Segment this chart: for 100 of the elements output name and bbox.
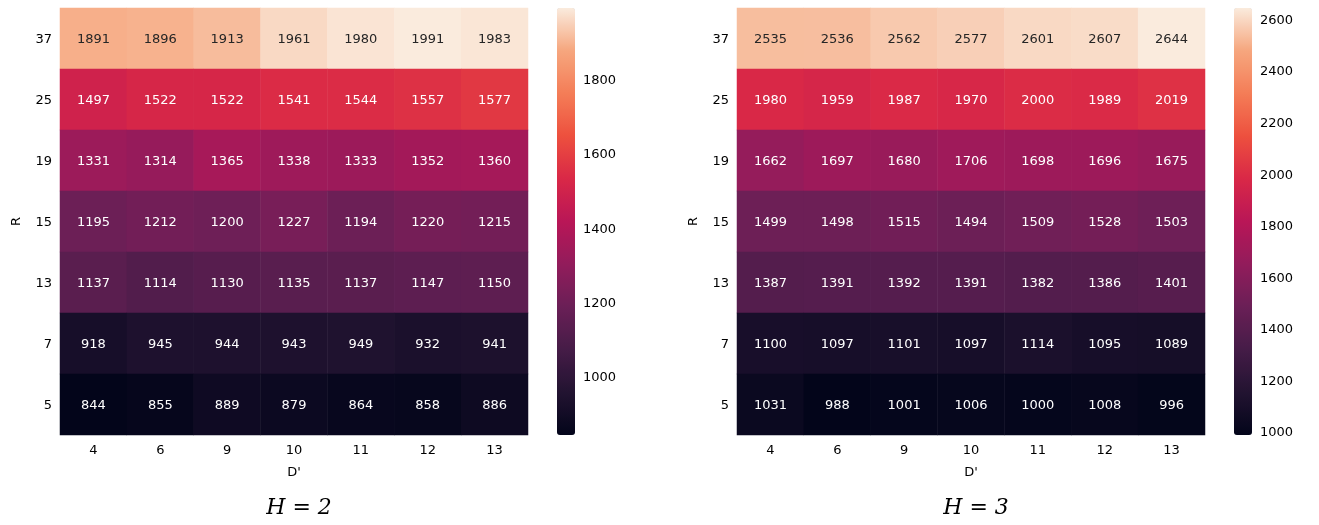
x-tick-label: 11 xyxy=(352,442,370,457)
data-label: 1147 xyxy=(411,275,445,290)
data-label: 1494 xyxy=(954,214,988,229)
data-label: 1557 xyxy=(411,92,445,107)
data-label: 886 xyxy=(482,397,507,412)
data-label: 1541 xyxy=(277,92,311,107)
y-tick-label: 37 xyxy=(712,31,729,46)
data-label: 1200 xyxy=(210,214,244,229)
color-bar-label: 1800 xyxy=(1260,218,1294,234)
data-label: 1391 xyxy=(954,275,988,290)
text: H = 2 xyxy=(265,493,332,519)
color-bar-label: 1400 xyxy=(1260,321,1294,337)
data-label: 1522 xyxy=(143,92,177,107)
color-bar-label: 1600 xyxy=(1260,269,1294,285)
data-label: 1544 xyxy=(344,92,378,107)
data-label: 1970 xyxy=(954,92,988,107)
data-label: 1097 xyxy=(820,336,854,351)
data-label: 1001 xyxy=(887,397,921,412)
y-tick-label: 15 xyxy=(712,214,729,229)
data-label: 988 xyxy=(824,397,850,412)
y-axis-title: R xyxy=(685,216,700,227)
data-label: 1706 xyxy=(954,153,988,168)
data-label: 1097 xyxy=(954,336,988,351)
data-label: 2019 xyxy=(1155,92,1189,107)
y-tick-label: 15 xyxy=(35,214,52,229)
y-tick-label: 37 xyxy=(35,31,52,46)
data-label: 1509 xyxy=(1021,214,1055,229)
text: H = 3 xyxy=(942,493,1009,519)
x-tick-label: 4 xyxy=(89,442,98,457)
data-label: 1114 xyxy=(143,275,177,290)
data-label: 1499 xyxy=(753,214,787,229)
color-bar-label: 1600 xyxy=(583,146,617,162)
data-label: 2607 xyxy=(1088,31,1122,46)
data-label: 2562 xyxy=(887,31,921,46)
data-label: 1528 xyxy=(1088,214,1122,229)
color-bar-label: 1800 xyxy=(583,71,617,87)
data-label: 1680 xyxy=(887,153,921,168)
data-label: 1987 xyxy=(887,92,921,107)
data-label: 1227 xyxy=(277,214,311,229)
x-tick-label: 4 xyxy=(766,442,775,457)
data-label: 1991 xyxy=(411,31,445,46)
data-label: 1333 xyxy=(344,153,378,168)
data-label: 1522 xyxy=(210,92,244,107)
data-label: 1392 xyxy=(887,275,921,290)
data-label: 1959 xyxy=(820,92,854,107)
data-label: 1137 xyxy=(344,275,378,290)
x-tick-label: 10 xyxy=(962,442,980,457)
data-label: 1100 xyxy=(753,336,787,351)
data-label: 1662 xyxy=(753,153,787,168)
data-label: 858 xyxy=(415,397,441,412)
data-label: 1331 xyxy=(76,153,110,168)
color-bar-label: 2000 xyxy=(1260,166,1294,182)
data-label: 1961 xyxy=(277,31,311,46)
data-label: 1130 xyxy=(210,275,244,290)
data-label: 1095 xyxy=(1088,336,1122,351)
data-label: 1006 xyxy=(954,397,988,412)
data-label: 1698 xyxy=(1021,153,1055,168)
data-label: 1382 xyxy=(1021,275,1055,290)
data-label: 1314 xyxy=(143,153,177,168)
color-bar-label: 2200 xyxy=(1260,114,1294,130)
data-label: 1891 xyxy=(76,31,110,46)
data-label: 1150 xyxy=(478,275,512,290)
x-axis-title: D' xyxy=(964,464,978,479)
data-label: 1401 xyxy=(1155,275,1189,290)
data-label: 1365 xyxy=(210,153,244,168)
data-label: 1195 xyxy=(76,214,110,229)
x-tick-label: 13 xyxy=(486,442,503,457)
y-tick-label: 25 xyxy=(35,92,52,107)
data-label: 1675 xyxy=(1155,153,1189,168)
x-tick-label: 6 xyxy=(156,442,165,457)
data-label: 918 xyxy=(81,336,106,351)
data-label: 1697 xyxy=(820,153,854,168)
y-tick-label: 13 xyxy=(35,275,52,290)
data-label: 1577 xyxy=(478,92,512,107)
x-tick-label: 9 xyxy=(223,442,232,457)
x-tick-label: 10 xyxy=(285,442,303,457)
data-label: 1338 xyxy=(277,153,311,168)
x-tick-label: 13 xyxy=(1163,442,1180,457)
data-label: 932 xyxy=(415,336,441,351)
data-label: 944 xyxy=(214,336,240,351)
y-tick-label: 5 xyxy=(720,397,729,412)
data-label: 949 xyxy=(348,336,374,351)
x-axis-title: D' xyxy=(287,464,301,479)
color-bar-label: 2600 xyxy=(1260,11,1294,27)
y-tick-label: 19 xyxy=(712,153,729,168)
data-label: 1387 xyxy=(753,275,787,290)
data-label: 1983 xyxy=(478,31,512,46)
y-tick-label: 7 xyxy=(43,336,52,351)
x-tick-label: 11 xyxy=(1029,442,1047,457)
data-label: 2000 xyxy=(1021,92,1055,107)
y-tick-label: 25 xyxy=(712,92,729,107)
data-label: 1212 xyxy=(143,214,177,229)
data-label: 2577 xyxy=(954,31,988,46)
color-bar-label: 1200 xyxy=(583,294,617,310)
data-label: 1980 xyxy=(753,92,787,107)
data-label: 1498 xyxy=(820,214,854,229)
data-label: 1503 xyxy=(1155,214,1189,229)
data-label: 941 xyxy=(482,336,507,351)
data-label: 1000 xyxy=(1021,397,1055,412)
data-label: 889 xyxy=(214,397,240,412)
